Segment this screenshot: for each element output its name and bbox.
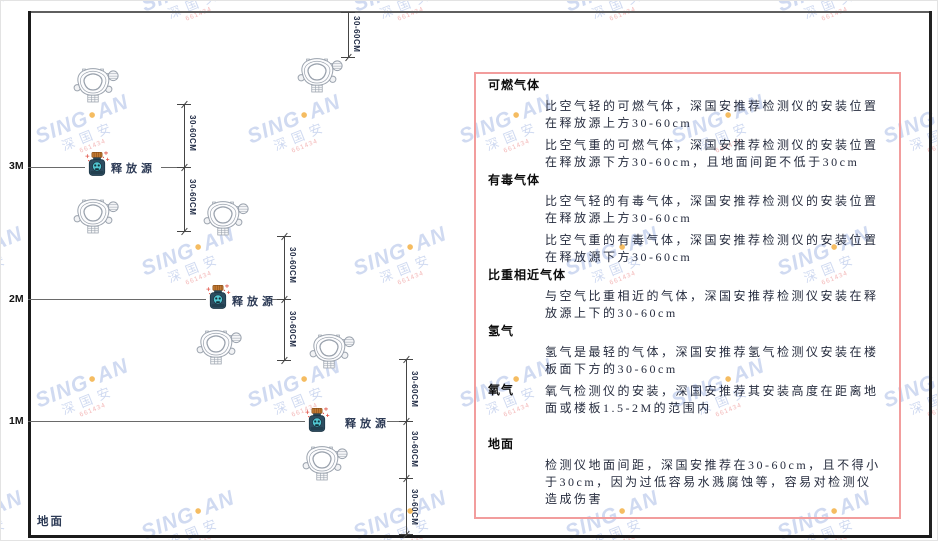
connector-line-1m	[387, 421, 407, 422]
ground-line	[28, 535, 932, 538]
dim-label: 30-60CM	[410, 489, 419, 526]
release-source-label: 释放源	[345, 418, 390, 430]
axis-label-1m: 1M	[9, 415, 24, 427]
section-paragraph: 比空气重的有毒气体，深国安推荐检测仪的安装位置在释放源下方30-60cm	[545, 233, 879, 264]
section-paragraph: 氧气检测仪的安装，深国安推荐其安装高度在距离地面或楼板1.5-2M的范围内	[545, 384, 879, 415]
dim-label: 30-60CM	[410, 431, 419, 468]
dim-label: 30-60CM	[188, 179, 197, 216]
dim-label: 30-60CM	[188, 115, 197, 152]
section-paragraph: 与空气比重相近的气体，深国安推荐检测仪安装在释放源上下的30-60cm	[545, 289, 879, 320]
section-heading-similar-density: 比重相近气体	[488, 268, 567, 282]
section-paragraph: 氢气是最轻的气体，深国安推荐氢气检测仪安装在楼板面下方的30-60cm	[545, 345, 879, 376]
axis-label-2m: 2M	[9, 293, 24, 305]
right-border-line	[929, 11, 932, 538]
release-source-icon	[205, 284, 231, 311]
section-heading-hydrogen: 氢气	[488, 324, 515, 338]
ceiling-line	[29, 11, 931, 13]
level-line-3m	[28, 167, 85, 168]
dimension-line	[348, 12, 349, 58]
release-source-label: 释放源	[111, 163, 156, 175]
gas-detector-icon	[308, 331, 356, 369]
level-line-2m	[28, 299, 206, 300]
gas-detector-icon	[202, 198, 250, 236]
gas-detector-icon	[72, 196, 120, 234]
gas-detector-icon	[296, 55, 344, 93]
connector-line-3m	[161, 167, 185, 168]
dimension-line	[406, 359, 407, 536]
section-heading-combustible: 可燃气体	[488, 78, 541, 92]
gas-detector-icon	[301, 443, 349, 481]
dim-label: 30-60CM	[288, 247, 297, 284]
level-line-1m	[28, 421, 305, 422]
release-source-icon	[84, 151, 110, 178]
section-heading-ground: 地面	[488, 437, 515, 451]
section-paragraph: 比空气重的可燃气体，深国安推荐检测仪的安装位置在释放源下方30-60cm，且地面…	[545, 138, 879, 169]
section-row-oxygen: 氧气 氧气检测仪的安装，深国安推荐其安装高度在距离地面或楼板1.5-2M的范围内	[476, 383, 899, 417]
info-panel: 可燃气体 比空气轻的可燃气体，深国安推荐检测仪的安装位置在释放源上方30-60c…	[474, 72, 901, 519]
section-heading-toxic: 有毒气体	[488, 173, 541, 187]
dim-label: 30-60CM	[410, 371, 419, 408]
ground-label: 地面	[37, 516, 64, 528]
gas-detector-icon	[195, 327, 243, 365]
dim-label: 30-60CM	[288, 311, 297, 348]
dim-label: 30-60CM	[352, 16, 361, 53]
dimension-tick	[341, 12, 355, 13]
section-paragraph: 比空气轻的可燃气体，深国安推荐检测仪的安装位置在释放源上方30-60cm	[545, 99, 879, 130]
release-source-label: 释放源	[232, 296, 277, 308]
axis-label-3m: 3M	[9, 160, 24, 172]
section-paragraph: 比空气轻的有毒气体，深国安推荐检测仪的安装位置在释放源上方30-60cm	[545, 194, 879, 225]
section-paragraph: 检测仪地面间距，深国安推荐在30-60cm，且不得小于30cm，因为过低容易水溅…	[545, 458, 881, 506]
section-heading-oxygen: 氧气	[488, 383, 515, 397]
release-source-icon	[304, 407, 330, 434]
gas-detector-icon	[72, 65, 120, 103]
wall-line	[28, 11, 31, 538]
